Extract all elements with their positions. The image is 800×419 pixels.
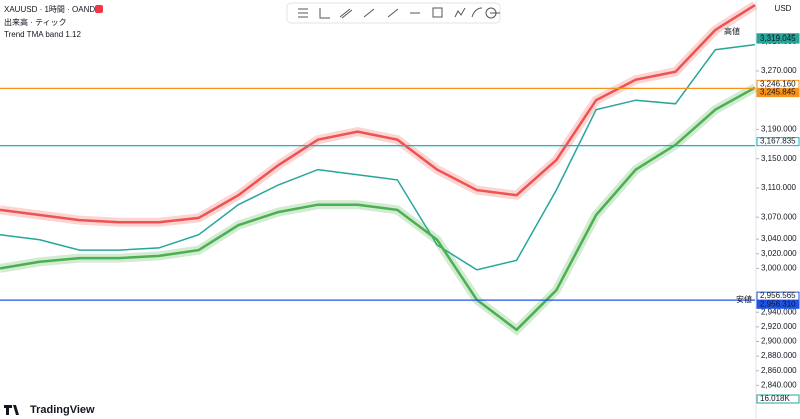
y-tick-label: 2,840.000: [761, 380, 797, 389]
y-tick-label: 2,900.000: [761, 337, 797, 346]
plot: [0, 1, 758, 336]
symbol: XAUUSD · 1時間 · OANDA: [4, 5, 101, 14]
y-tick-label: 3,270.000: [761, 66, 797, 75]
y-tick-label: 2,880.000: [761, 351, 797, 360]
y-tick-label: 2,920.000: [761, 322, 797, 331]
level-label: 2,956.310: [760, 299, 796, 308]
volume-tag: [756, 394, 800, 404]
volume-title: 出来高 · ティック: [4, 17, 67, 27]
y-tick-label: 3,150.000: [761, 154, 797, 163]
currency: USD: [775, 4, 792, 13]
level-label: 3,319.045: [760, 34, 796, 43]
y-tick-label: 3,190.000: [761, 125, 797, 134]
y-tick-label: 2,860.000: [761, 366, 797, 375]
y-tick-label: 3,000.000: [761, 263, 797, 272]
y-tick-label: 3,110.000: [761, 183, 797, 192]
y-tick-label: 3,070.000: [761, 212, 797, 221]
logo: [4, 405, 19, 415]
low-label: 安値: [736, 294, 752, 304]
y-tick-label: 2,940.000: [761, 307, 797, 316]
level-label: 3,245.845: [760, 88, 796, 97]
high-label: 高値: [724, 26, 740, 36]
toolbar: [286, 2, 501, 24]
level-label: 3,167.835: [760, 137, 796, 146]
level-tag: [756, 299, 800, 309]
flag[interactable]: [95, 5, 103, 13]
brand: TradingView: [30, 404, 95, 416]
price-line: [0, 43, 756, 271]
level-label: 3,246.160: [760, 79, 796, 88]
level-tag: [756, 137, 800, 147]
band-line: [0, 4, 756, 224]
y-tick-label: 3,040.000: [761, 234, 797, 243]
indicator-title: Trend TMA band 1.12: [4, 30, 81, 39]
level-tag: [756, 34, 800, 44]
y-tick-label: 3,020.000: [761, 249, 797, 258]
volume-label: 16.018K: [760, 394, 790, 403]
band-line: [0, 86, 756, 332]
level-tag: [756, 88, 800, 98]
level-label: 2,956.565: [760, 291, 796, 300]
